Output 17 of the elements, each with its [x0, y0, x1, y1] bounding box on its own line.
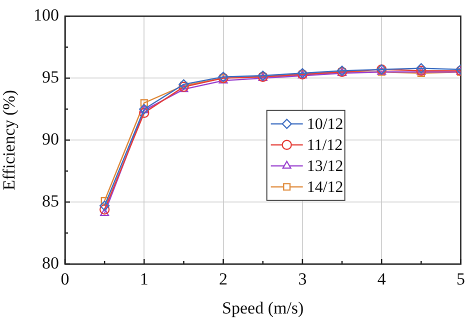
x-tick-label: 4	[377, 270, 386, 289]
legend-label: 14/12	[306, 179, 344, 196]
x-tick-label: 2	[219, 270, 228, 289]
x-tick-label: 0	[60, 270, 70, 289]
x-tick-label: 1	[140, 270, 148, 289]
legend-label: 11/12	[306, 137, 343, 154]
y-tick-label: 95	[42, 68, 59, 87]
y-tick-label: 85	[42, 192, 59, 211]
x-tick-label: 3	[298, 270, 307, 289]
x-axis-title: Speed (m/s)	[222, 298, 304, 318]
y-tick-label: 100	[34, 6, 59, 25]
legend-label: 13/12	[306, 158, 344, 176]
y-tick-label: 80	[42, 253, 59, 272]
x-tick-label: 5	[456, 270, 465, 289]
y-tick-label: 90	[42, 130, 59, 149]
legend-label: 10/12	[306, 116, 344, 134]
y-axis-title: Efficiency (%)	[0, 90, 19, 190]
